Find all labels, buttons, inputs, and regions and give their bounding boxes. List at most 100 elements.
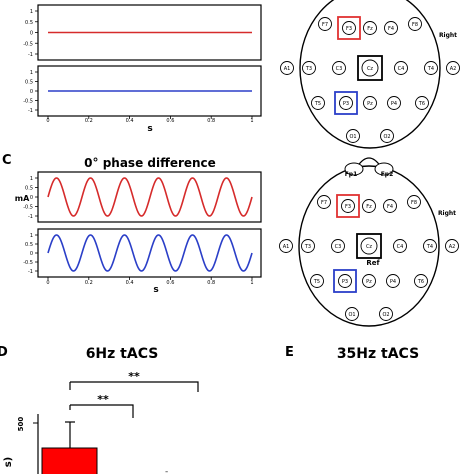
- electrode-label: F7: [322, 22, 328, 28]
- electrode-circle: [394, 61, 408, 75]
- bar-chart-6hz-y-tick-label: 500: [17, 417, 25, 432]
- electrode-label: T6: [417, 279, 424, 285]
- electrode-circle: [341, 199, 355, 213]
- electrode-highlight-box: [334, 91, 358, 115]
- electrode-circle: [414, 274, 428, 288]
- electrode-label: Fz: [367, 26, 373, 32]
- electrode-label: T5: [314, 101, 321, 107]
- electrode-circle: [302, 61, 316, 75]
- electrode-label: F7: [321, 200, 327, 206]
- electrode-circle: [393, 239, 407, 253]
- electrode-label: Pz: [367, 101, 373, 107]
- electrode-circle: [423, 239, 437, 253]
- sine-chart-title: 0° phase difference: [84, 156, 216, 170]
- sine-chart-x-tick-label: 1: [250, 280, 253, 286]
- sine-chart-y-tick-label: -0.5: [23, 205, 33, 211]
- electrode-circle: [345, 307, 359, 321]
- electrode-label: O2: [383, 134, 390, 140]
- flat-chart-y-tick-label: 0: [30, 89, 33, 95]
- electrode-label: F8: [411, 200, 417, 206]
- electrode-circle: [424, 61, 438, 75]
- flat-chart-y-tick-label: -1: [28, 52, 33, 58]
- electrode-label: T5: [313, 279, 320, 285]
- electrode-label: A2: [449, 244, 456, 250]
- sine-chart-y-tick-label: -1: [28, 214, 33, 220]
- montage-side-label: Right: [438, 210, 456, 217]
- flat-chart-y-tick-label: -1: [28, 108, 33, 114]
- electrode-circle: [339, 96, 353, 110]
- electrode-circle: [279, 239, 293, 253]
- electrode-highlight-box: [336, 194, 360, 218]
- electrode-circle: [407, 195, 421, 209]
- electrode-circle: [363, 96, 377, 110]
- sine-chart-x-tick-label: 0.8: [207, 280, 215, 286]
- sine-chart-y-tick-label: 1: [30, 233, 33, 239]
- flat-chart-y-tick-label: 1: [30, 9, 33, 15]
- electrode-label: F3: [345, 204, 351, 210]
- electrode-circle: [387, 96, 401, 110]
- montage-side-label: Right: [439, 32, 457, 39]
- electrode-label: F4: [388, 26, 394, 32]
- electrode-label: C3: [335, 244, 342, 250]
- bar-chart-6hz-significance-bracket-long: [69, 381, 199, 392]
- flat-signal-chart: 1 0.5 0 -0.5 -1 1 0.5 0 -0.5 -1 0 0.2 0.4 0.6 0.8 1 s: [23, 4, 262, 134]
- electrode-circle: [445, 239, 459, 253]
- electrode-label: C4: [397, 244, 404, 250]
- sine-chart-y-tick-label: 0.5: [25, 186, 33, 192]
- sine-chart-x-label: s: [153, 285, 158, 295]
- electrode-label: A1: [283, 244, 290, 250]
- electrode-label: O1: [348, 312, 355, 318]
- sine-chart-y-tick-label: 0: [30, 251, 33, 257]
- electrode-circle: [318, 17, 332, 31]
- electrode-label: P4: [390, 279, 396, 285]
- electrode-circle: [361, 59, 379, 77]
- bar-chart-6hz-significance-bracket-short: [69, 404, 134, 418]
- flat-chart-y-tick-label: 0.5: [25, 80, 33, 86]
- electrode-label: Fp2: [381, 171, 394, 178]
- electrode-label: T3: [304, 244, 311, 250]
- sine-chart-x-tick-label: 0: [46, 280, 49, 286]
- reference-label: Ref: [366, 259, 380, 267]
- sine-chart-series-line: [47, 234, 253, 272]
- electrode-label: Cz: [366, 244, 372, 250]
- electrode-label: P3: [343, 101, 349, 107]
- electrode-label: T4: [427, 66, 434, 72]
- sine-signal-chart: 0° phase difference 1 0.5 0 -0.5 -1 1 0.5 0 -0.5…: [15, 156, 262, 295]
- electrode-highlight-box: [333, 269, 357, 293]
- flat-chart-x-tick-label: 0.8: [207, 118, 215, 124]
- flat-chart-y-tick-label: -0.5: [23, 99, 33, 105]
- electrode-circle: [317, 195, 331, 209]
- bar-chart-6hz-title: 6Hz tACS: [86, 346, 159, 362]
- electrode-circle: [380, 129, 394, 143]
- flat-chart-x-tick-label: 0.6: [166, 118, 174, 124]
- bar-chart-35hz: 35Hz tACS: [337, 346, 419, 362]
- panel-letter-e: E: [285, 345, 294, 360]
- electrode-label: C4: [398, 66, 405, 72]
- panel-letter-c: C: [2, 153, 12, 168]
- electrode-label: A2: [450, 66, 457, 72]
- sine-chart-y-tick-label: -1: [28, 269, 33, 275]
- flat-chart-x-label: s: [147, 124, 152, 134]
- electrode-circle: [386, 274, 400, 288]
- electrode-label: Cz: [367, 66, 373, 72]
- sine-chart-y-tick-label: 0: [30, 195, 33, 201]
- flat-chart-x-tick-label: 1: [250, 118, 253, 124]
- flat-chart-y-tick-label: -0.5: [23, 41, 33, 47]
- flat-chart-x-tick-label: 0.2: [85, 118, 93, 124]
- flat-chart-y-tick-label: 0.5: [25, 20, 33, 26]
- sine-chart-x-tick-label: 0.2: [85, 280, 93, 286]
- electrode-circle: [446, 61, 460, 75]
- sine-chart-y-label: mA: [15, 194, 30, 203]
- sine-chart-y-tick-label: -0.5: [23, 260, 33, 266]
- bar-chart-6hz-bar: [41, 447, 98, 474]
- sine-chart-series-line: [47, 177, 253, 217]
- sine-chart-y-tick-label: 1: [30, 176, 33, 182]
- electrode-circle: [408, 17, 422, 31]
- electrode-label: A1: [284, 66, 291, 72]
- bar-chart-6hz-y-label: s): [3, 457, 14, 468]
- electrode-circle: [415, 96, 429, 110]
- electrode-label: O1: [349, 134, 356, 140]
- electrode-label: T6: [418, 101, 425, 107]
- bar-chart-6hz: 6Hz tACS 500 s) ** ** -: [3, 346, 199, 474]
- electrode-circle: [384, 21, 398, 35]
